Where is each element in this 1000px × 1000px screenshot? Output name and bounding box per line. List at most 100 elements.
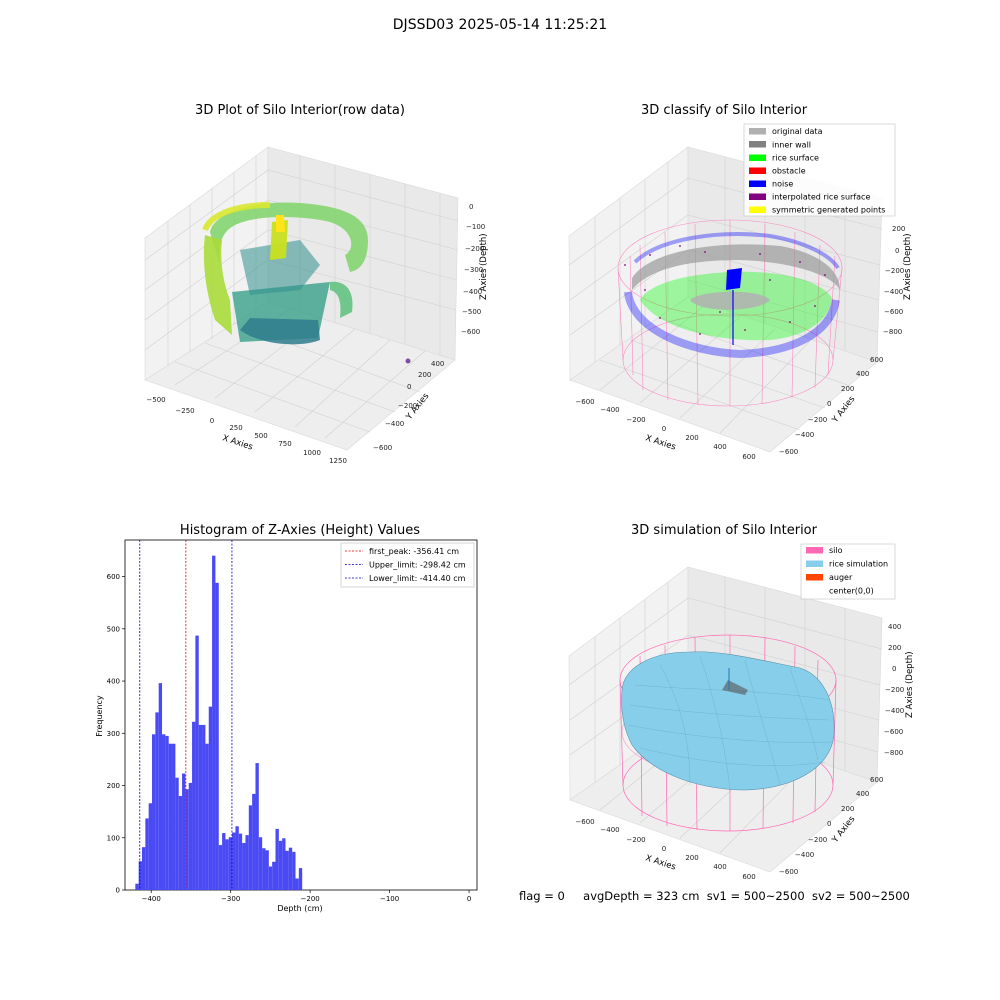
legend-swatch-auger xyxy=(806,574,823,581)
legend-label: obstacle xyxy=(772,167,806,176)
panel2-ztick: −600 xyxy=(884,308,903,316)
panel1-3d-plot: −500 −250 0 250 500 750 1000 1250 −600 −… xyxy=(144,146,489,465)
histogram-bar xyxy=(192,721,196,890)
histogram-bar xyxy=(162,734,166,890)
histogram-bar xyxy=(148,803,153,890)
x-tick-label: −100 xyxy=(380,895,399,903)
histogram-bar xyxy=(275,828,279,890)
histogram-bar xyxy=(272,861,276,890)
panel2-obstacle xyxy=(726,268,742,290)
legend-label: rice simulation xyxy=(829,560,888,569)
panel1-title: 3D Plot of Silo Interior(row data) xyxy=(195,103,405,118)
panel4-ytick: −400 xyxy=(795,851,814,859)
panel1-xtick: 0 xyxy=(210,417,214,425)
histogram-bar xyxy=(212,555,216,890)
histogram-x-ticks: −400 −300 −200 −100 0 xyxy=(142,890,471,903)
panel4-legend: silo rice simulation auger center(0,0) xyxy=(800,543,896,600)
panel2-3d-plot: original data inner wall rice surface ob… xyxy=(568,123,913,460)
panel1-ytick: 400 xyxy=(431,360,444,368)
panel1-zlabel: Z Axies (Depth) xyxy=(479,233,489,300)
histogram-bar xyxy=(152,734,156,890)
panel2-noise-points xyxy=(624,232,840,359)
panel2-xlabel: X Axies xyxy=(644,433,677,452)
panel2-ztick: 200 xyxy=(892,225,905,233)
histogram-bar xyxy=(232,832,236,890)
panel4-ztick: 400 xyxy=(888,623,901,631)
legend-label: silo xyxy=(829,546,843,555)
panel4-ztick: −600 xyxy=(884,728,903,736)
x-tick-label: −200 xyxy=(301,895,320,903)
panel1-xtick: −500 xyxy=(146,396,165,404)
panel2-interpolated-points xyxy=(624,245,826,335)
panel2-ztick: −200 xyxy=(885,267,904,275)
panel4-ztick: 200 xyxy=(888,644,901,652)
panel4-zlabel: Z Axies (Depth) xyxy=(905,651,915,718)
panel2-ztick: −400 xyxy=(884,288,903,296)
panel4-ylabel: Y Axies xyxy=(830,814,858,846)
panel2-legend: original data inner wall rice surface ob… xyxy=(743,123,896,217)
panel1-xlabel: X Axies xyxy=(221,433,254,452)
histogram-bar xyxy=(255,763,259,890)
panel2-ytick: 600 xyxy=(870,356,883,364)
legend-label: interpolated rice surface xyxy=(772,193,870,202)
legend-swatch-noise xyxy=(749,180,766,187)
panel2-xtick: −200 xyxy=(626,416,645,424)
histogram-bar xyxy=(135,883,139,890)
panel2-original-data xyxy=(690,291,770,310)
histogram-bar xyxy=(298,868,303,890)
panel4-xtick: −200 xyxy=(626,836,645,844)
panel2-floor-pane xyxy=(569,296,878,453)
panel2-inner-wall xyxy=(632,244,840,290)
legend-label-upper-limit: Upper_limit: -298.42 cm xyxy=(369,561,466,570)
legend-label: inner wall xyxy=(772,141,811,150)
histogram-bar xyxy=(208,706,213,890)
figure-title: DJSSD03 2025-05-14 11:25:21 xyxy=(392,17,608,33)
panel2-ytick: 200 xyxy=(841,385,854,393)
panel4-ytick: −200 xyxy=(808,836,827,844)
legend-swatch-obstacle xyxy=(749,167,766,174)
histogram-bars xyxy=(135,555,303,890)
panel1-ztick: −500 xyxy=(462,308,481,316)
status-footer: flag = 0 avgDepth = 323 cm sv1 = 500~250… xyxy=(519,889,910,903)
legend-label: noise xyxy=(772,180,793,189)
histogram-bar xyxy=(202,724,206,890)
histogram-bar xyxy=(258,837,263,890)
histogram-chart: −400 −300 −200 −100 0 0 100 200 300 400 500 600 De… xyxy=(95,539,478,913)
legend-swatch-symmetric xyxy=(749,206,766,213)
histogram-bar xyxy=(198,724,203,890)
panel1-ztick: 0 xyxy=(469,203,473,211)
histogram-vlines xyxy=(139,540,233,890)
legend-swatch-silo xyxy=(806,547,823,554)
panel2-grid xyxy=(568,157,883,434)
legend-label-lower-limit: Lower_limit: -414.40 cm xyxy=(369,574,466,583)
panel1-point-cloud xyxy=(202,202,411,364)
y-tick-label: 200 xyxy=(107,782,120,790)
panel2-xtick: −600 xyxy=(575,398,594,406)
panel4-ytick: −600 xyxy=(779,868,798,876)
histogram-bar xyxy=(205,743,209,890)
histogram-bar xyxy=(142,847,146,890)
panel2-ytick: 0 xyxy=(827,400,831,408)
panel4-xtick: 200 xyxy=(685,854,698,862)
legend-swatch-rice-surface xyxy=(749,154,766,161)
panel4-xtick: 400 xyxy=(713,863,726,871)
histogram-bar xyxy=(245,835,249,890)
panel2-xtick: 600 xyxy=(742,453,755,460)
histogram-bar xyxy=(265,850,269,890)
histogram-bar xyxy=(138,861,143,890)
histogram-bar xyxy=(262,848,266,890)
histogram-bar xyxy=(248,805,253,890)
panel2-ytick: −200 xyxy=(808,416,827,424)
avg-depth-status: avgDepth = 323 cm xyxy=(583,889,700,903)
panel1-xtick: 250 xyxy=(229,424,242,432)
panel4-title: 3D simulation of Silo Interior xyxy=(631,523,817,538)
histogram-bar xyxy=(252,793,256,890)
panel4-ytick: 600 xyxy=(870,776,883,784)
panel4-ztick: 0 xyxy=(892,665,896,673)
legend-swatch-rice-simulation xyxy=(806,560,823,567)
histogram-bar xyxy=(185,789,189,890)
panel4-xtick: −400 xyxy=(600,826,619,834)
legend-label: rice surface xyxy=(772,154,819,163)
histogram-bar xyxy=(218,845,223,890)
histogram-bar xyxy=(225,839,229,890)
